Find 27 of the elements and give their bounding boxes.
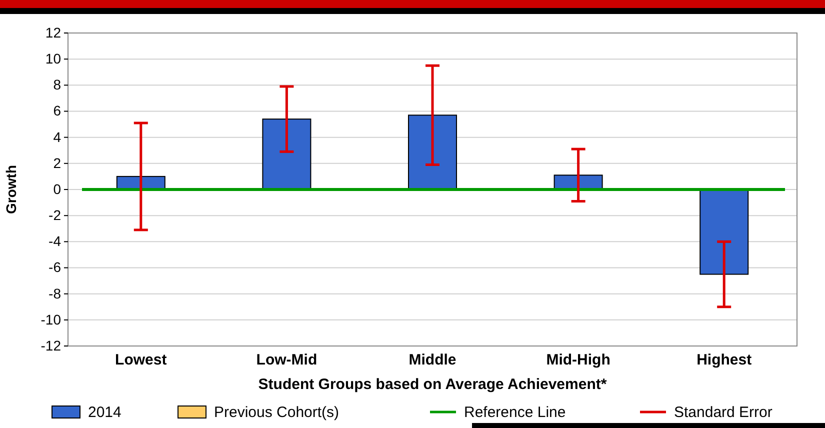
y-tick-label: 10 bbox=[45, 50, 62, 67]
text: Standard Error bbox=[674, 404, 772, 421]
y-tick-label: 0 bbox=[53, 180, 62, 197]
y-axis-title: Growth bbox=[3, 165, 19, 214]
y-tick-label: -12 bbox=[40, 337, 62, 354]
y-tick-label: 8 bbox=[53, 76, 62, 93]
y-tick-label: 12 bbox=[45, 24, 62, 40]
legend-label: 2014 bbox=[88, 404, 122, 421]
bar bbox=[700, 189, 749, 275]
bar bbox=[262, 118, 312, 190]
x-tick-label: Low-Mid bbox=[256, 352, 318, 369]
y-tick-label: 2 bbox=[53, 154, 62, 171]
x-axis-title: Student Groups based on Average Achievement* bbox=[258, 376, 607, 393]
y-tick-label: -6 bbox=[48, 259, 62, 276]
y-tick-label: 4 bbox=[53, 128, 62, 145]
bar bbox=[408, 114, 457, 190]
legend-label: Reference Line bbox=[464, 404, 566, 421]
x-tick-label: Middle bbox=[408, 352, 456, 369]
y-tick-label: -8 bbox=[48, 285, 62, 302]
y-tick-label: 6 bbox=[53, 102, 62, 119]
y-tick-label: -2 bbox=[48, 207, 62, 224]
x-tick-label: Highest bbox=[696, 352, 752, 369]
x-tick-label: Mid-High bbox=[546, 352, 610, 369]
y-tick-label: -10 bbox=[40, 311, 62, 328]
y-tick-label: -4 bbox=[48, 233, 62, 250]
legend-label: Previous Cohort(s) bbox=[214, 404, 340, 421]
x-tick-label: Lowest bbox=[115, 352, 167, 369]
